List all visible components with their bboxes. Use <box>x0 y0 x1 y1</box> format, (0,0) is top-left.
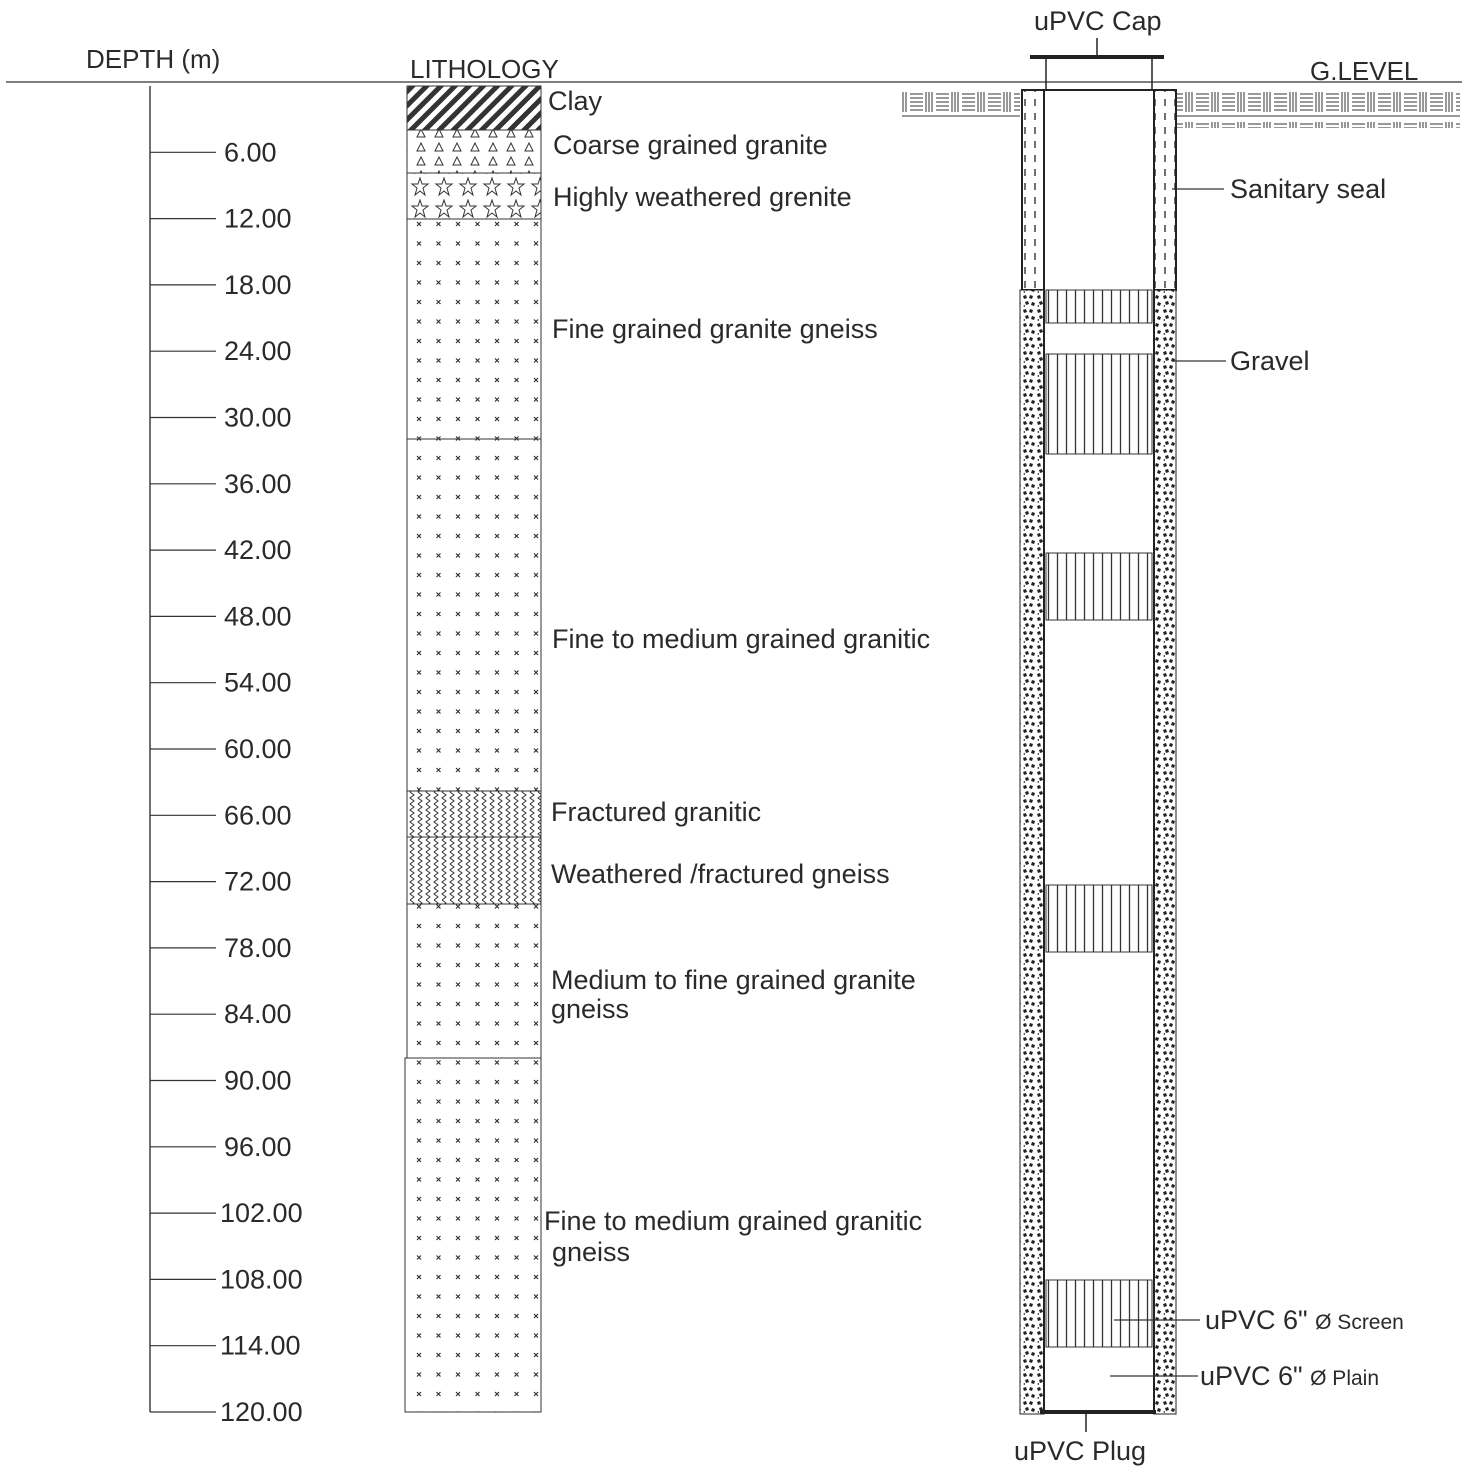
layer-label: Highly weathered grenite <box>553 182 852 212</box>
depth-tick-label: 24.00 <box>224 336 292 366</box>
depth-tick-label: 36.00 <box>224 469 292 499</box>
depth-axis: 6.00 12.00 18.00 24.00 30.00 36.00 42.00 48.00 5… <box>149 86 303 1427</box>
plain-label: uPVC 6" Ø Plain <box>1200 1361 1379 1391</box>
depth-tick-label: 12.00 <box>224 204 292 234</box>
screen-section <box>1045 289 1153 324</box>
screen-label: uPVC 6" Ø Screen <box>1205 1305 1404 1335</box>
depth-tick-label: 78.00 <box>224 933 292 963</box>
depth-tick-label: 114.00 <box>220 1331 301 1361</box>
layer-label: gneiss <box>552 1237 630 1267</box>
layer-label: Clay <box>548 86 603 116</box>
depth-tick-label: 18.00 <box>224 270 292 300</box>
layer-label: Coarse grained granite <box>553 130 828 160</box>
depth-tick-label: 42.00 <box>224 535 292 565</box>
plain-label-prefix: uPVC 6" <box>1200 1361 1310 1391</box>
screen-section <box>1045 353 1153 455</box>
screen-section <box>1045 552 1153 621</box>
layer-weathered-fractured-gneiss <box>406 836 542 905</box>
layer-label: Fractured granitic <box>551 797 761 827</box>
ground-hatch-left <box>902 90 1020 120</box>
ground-hatch-right <box>1176 90 1460 128</box>
lithology-column <box>404 85 542 1413</box>
layer-medium-fine-granite-gneiss <box>406 903 542 1059</box>
layer-clay <box>406 85 542 131</box>
layer-coarse-granite <box>406 129 542 174</box>
layer-fractured-granitic <box>406 790 542 838</box>
layer-label: Medium to fine grained granite <box>551 965 916 995</box>
layer-fine-medium-granitic <box>406 438 542 792</box>
depth-tick-label: 102.00 <box>220 1198 303 1228</box>
well-diagram <box>902 38 1460 1432</box>
depth-tick-label: 30.00 <box>224 403 292 433</box>
layer-label: Fine grained granite gneiss <box>552 314 878 344</box>
layer-fine-medium-granitic-gneiss <box>404 1057 542 1413</box>
depth-tick-label: 60.00 <box>224 734 292 764</box>
plain-label-suffix: Ø Plain <box>1310 1367 1379 1390</box>
ground-level-label: G.LEVEL <box>1310 56 1418 86</box>
layer-weathered-granite <box>406 172 542 220</box>
well-casing <box>1043 89 1155 1413</box>
well-cap-label: uPVC Cap <box>1034 6 1162 36</box>
gravel-label: Gravel <box>1230 346 1310 376</box>
sanitary-seal-left <box>1021 89 1045 291</box>
layer-label: gneiss <box>551 994 629 1024</box>
layer-label: Fine to medium grained granitic <box>552 624 930 654</box>
depth-header: DEPTH (m) <box>86 44 220 74</box>
depth-tick-label: 66.00 <box>224 800 292 830</box>
screen-section <box>1045 1279 1153 1348</box>
gravel-pack-left <box>1019 289 1045 1415</box>
layer-fine-granite-gneiss <box>406 218 542 440</box>
depth-tick-label: 90.00 <box>224 1066 292 1096</box>
depth-tick-label: 84.00 <box>224 999 292 1029</box>
depth-tick-label: 108.00 <box>220 1264 303 1294</box>
depth-tick-label: 54.00 <box>224 668 292 698</box>
screen-label-suffix: Ø Screen <box>1315 1311 1404 1334</box>
lithology-header: LITHOLOGY <box>410 54 559 84</box>
well-plug-label: uPVC Plug <box>1014 1436 1146 1466</box>
depth-tick-label: 120.00 <box>220 1397 303 1427</box>
screen-label-prefix: uPVC 6" <box>1205 1305 1315 1335</box>
depth-tick-label: 72.00 <box>224 867 292 897</box>
layer-label: Fine to medium grained granitic <box>544 1206 922 1236</box>
sanitary-seal-label: Sanitary seal <box>1230 174 1386 204</box>
depth-tick-label: 48.00 <box>224 601 292 631</box>
gravel-pack-right <box>1153 289 1177 1415</box>
sanitary-seal-right <box>1153 89 1177 291</box>
depth-tick-label: 6.00 <box>224 137 277 167</box>
depth-tick-label: 96.00 <box>224 1132 292 1162</box>
layer-label: Weathered /fractured gneiss <box>551 859 890 889</box>
screen-section <box>1045 884 1153 953</box>
